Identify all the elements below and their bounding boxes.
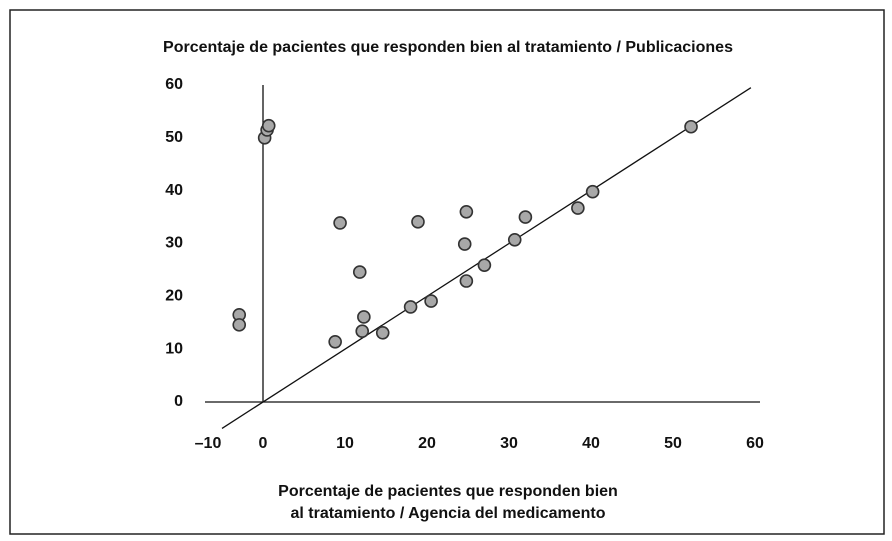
point	[333, 216, 347, 230]
point	[457, 237, 472, 251]
y-tick-label: 30	[165, 235, 183, 252]
point	[571, 201, 585, 215]
point	[684, 119, 698, 134]
point	[357, 310, 371, 324]
x-tick-label: 30	[500, 435, 518, 452]
point	[375, 325, 390, 340]
y-tick-label: 40	[165, 182, 183, 199]
chart-title: Porcentaje de pacientes que responden bi…	[163, 39, 733, 56]
x-tick-label: 10	[336, 435, 354, 452]
x-axis-label: Porcentaje de pacientes que responden bi…	[278, 483, 618, 500]
x-tick-label: 0	[259, 435, 268, 452]
point	[424, 294, 438, 308]
x-axis-label: al tratamiento / Agencia del medicamento	[290, 505, 605, 522]
y-tick-label: 10	[165, 340, 183, 357]
point	[403, 300, 418, 314]
x-tick-label: 20	[418, 435, 436, 452]
y-tick-label: 60	[165, 76, 183, 93]
identity-line	[221, 87, 752, 429]
x-tick-label: 60	[746, 435, 764, 452]
point	[328, 334, 342, 349]
point	[585, 184, 600, 199]
x-tick-label: 40	[582, 435, 600, 452]
point	[507, 233, 522, 247]
point	[518, 210, 533, 224]
point	[232, 318, 247, 332]
frame	[9, 9, 885, 535]
point	[411, 215, 425, 229]
y-tick-label: 0	[174, 393, 183, 410]
point	[477, 258, 492, 272]
point	[355, 324, 370, 339]
y-tick-label: 50	[165, 129, 183, 146]
y-tick-label: 20	[165, 288, 183, 305]
point	[459, 274, 474, 288]
x-tick-label: 50	[664, 435, 682, 452]
point	[352, 265, 367, 279]
point	[459, 205, 474, 219]
x-tick-label: –10	[195, 435, 222, 452]
point	[261, 118, 276, 133]
